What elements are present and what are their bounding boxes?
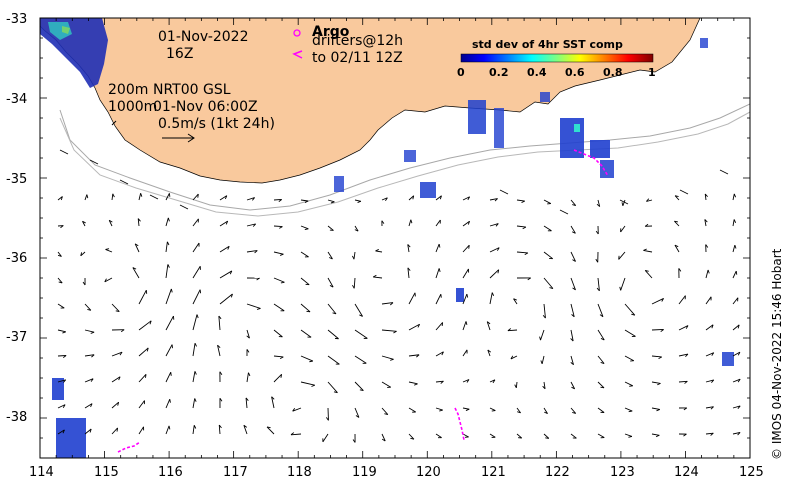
lon-tick-label: 116 [158, 465, 183, 480]
lon-tick-label: 115 [94, 465, 119, 480]
lat-tick-label: -37 [6, 330, 27, 345]
lat-tick-label: -33 [6, 12, 27, 27]
colorbar-tick: 0.4 [527, 66, 547, 79]
lat-tick-label: -34 [6, 92, 27, 107]
lat-tick-label: -36 [6, 251, 27, 266]
product-time: 01-Nov 06:00Z [153, 99, 258, 115]
lon-tick-label: 122 [545, 465, 570, 480]
colorbar-tick: 0.2 [489, 66, 509, 79]
lon-tick-label: 123 [610, 465, 635, 480]
lon-tick-label: 121 [481, 465, 506, 480]
colorbar-tick: 0.6 [565, 66, 585, 79]
colorbar-tick: 1 [648, 66, 656, 79]
product-label: NRT00 GSL [153, 82, 231, 98]
lat-tick-label: -38 [6, 410, 27, 425]
colorbar-tick: 0.8 [603, 66, 623, 79]
map-hour: 16Z [166, 46, 193, 62]
colorbar-tick: 0 [457, 66, 465, 79]
contour-200m-label: 200m [108, 82, 148, 98]
contour-1000m-label: 1000m [108, 99, 157, 115]
lon-tick-label: 125 [739, 465, 764, 480]
lon-tick-label: 120 [416, 465, 441, 480]
lon-tick-label: 118 [287, 465, 312, 480]
colorbar-title: std dev of 4hr SST comp [472, 38, 623, 51]
credit-text: © IMOS 04-Nov-2022 15:46 Hobart [770, 249, 784, 460]
lon-tick-label: 117 [223, 465, 248, 480]
drifter-legend-label: drifters@12h [312, 33, 403, 49]
lon-tick-label: 119 [352, 465, 377, 480]
lon-tick-label: 114 [29, 465, 54, 480]
colorbar [461, 54, 653, 62]
map-date: 01-Nov-2022 [158, 29, 249, 45]
lon-tick-label: 124 [674, 465, 699, 480]
scale-label: 0.5m/s (1kt 24h) [158, 116, 275, 132]
lat-tick-label: -35 [6, 172, 27, 187]
drifter-legend-time: to 02/11 12Z [312, 50, 403, 66]
